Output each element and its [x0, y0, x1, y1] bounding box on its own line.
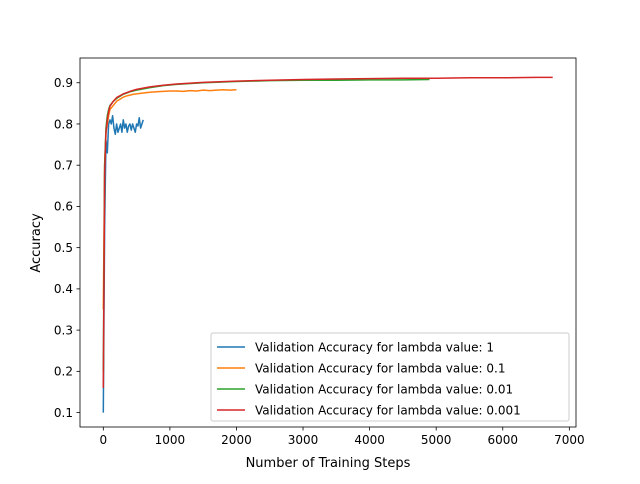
y-tick-label-1: 0.2: [54, 365, 73, 379]
x-tick-label-1: 1000: [155, 433, 186, 447]
legend-label-1: Validation Accuracy for lambda value: 0.…: [255, 362, 505, 376]
x-axis: 0 1000 2000 3000 4000 5000 6000 7000: [99, 427, 585, 447]
y-axis-label: Accuracy: [29, 213, 44, 273]
plot-frame: [79, 57, 577, 428]
x-tick-label-6: 6000: [487, 433, 518, 447]
series-line-0: [102, 114, 144, 413]
x-tick-label-0: 0: [99, 433, 107, 447]
x-tick-label-7: 7000: [554, 433, 585, 447]
legend-label-3: Validation Accuracy for lambda value: 0.…: [255, 404, 521, 418]
legend-label-0: Validation Accuracy for lambda value: 1: [255, 341, 494, 355]
y-tick-label-4: 0.5: [54, 241, 73, 255]
y-tick-label-6: 0.7: [54, 158, 73, 172]
y-tick-label-7: 0.8: [54, 117, 73, 131]
legend-label-2: Validation Accuracy for lambda value: 0.…: [255, 383, 513, 397]
series-layer: [102, 76, 553, 413]
y-tick-label-3: 0.4: [54, 282, 73, 296]
x-tick-label-3: 3000: [288, 433, 319, 447]
series-line-1: [102, 89, 237, 310]
x-tick-label-5: 5000: [421, 433, 452, 447]
y-tick-label-8: 0.9: [54, 76, 73, 90]
legend: Validation Accuracy for lambda value: 1 V…: [210, 332, 570, 422]
y-tick-label-2: 0.3: [54, 323, 73, 337]
legend-box: [210, 332, 570, 422]
x-tick-label-2: 2000: [221, 433, 252, 447]
series-line-3: [102, 76, 553, 388]
y-tick-label-5: 0.6: [54, 200, 73, 214]
y-tick-label-0: 0.1: [54, 406, 73, 420]
x-axis-label: Number of Training Steps: [246, 456, 411, 471]
x-tick-label-4: 4000: [354, 433, 385, 447]
y-axis: 0.1 0.2 0.3 0.4 0.5 0.6 0.7 0.8 0.9: [54, 76, 80, 420]
